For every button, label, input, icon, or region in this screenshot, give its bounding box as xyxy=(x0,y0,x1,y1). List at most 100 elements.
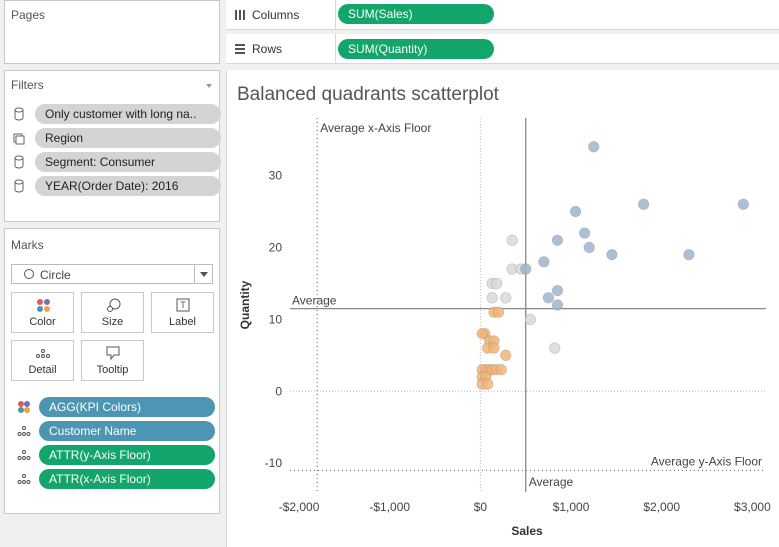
hierarchy-icon xyxy=(13,133,25,145)
data-point xyxy=(476,328,488,340)
columns-icon xyxy=(235,10,245,20)
data-point xyxy=(637,198,650,211)
rows-pill[interactable]: SUM(Quantity) xyxy=(338,39,494,59)
label-button-label: Label xyxy=(169,316,196,328)
data-point xyxy=(737,198,750,211)
data-point xyxy=(542,292,555,304)
label-icon: T xyxy=(176,298,190,312)
color-icon xyxy=(37,299,50,312)
columns-shelf[interactable]: Columns SUM(Sales) xyxy=(226,0,779,30)
filter-item[interactable]: YEAR(Order Date): 2016 xyxy=(11,175,221,197)
filter-pill[interactable]: YEAR(Order Date): 2016 xyxy=(35,176,221,196)
x-tick-label: -$2,000 xyxy=(279,500,320,514)
marks-field-row[interactable]: Customer Name xyxy=(11,421,215,441)
rows-icon xyxy=(235,44,245,54)
x-tick-label: -$1,000 xyxy=(369,500,410,514)
data-point xyxy=(583,241,595,254)
y-tick-label: 30 xyxy=(269,169,283,183)
detail-button[interactable]: Detail xyxy=(11,340,74,381)
data-point xyxy=(481,378,494,390)
filter-pill[interactable]: Region xyxy=(35,128,221,148)
filter-pill[interactable]: Segment: Consumer xyxy=(35,152,221,172)
data-point xyxy=(524,313,536,326)
data-point xyxy=(578,227,591,239)
data-point xyxy=(488,342,500,354)
detail-icon xyxy=(17,450,31,460)
rows-shelf[interactable]: Rows SUM(Quantity) xyxy=(226,34,779,64)
average-label-x: Average xyxy=(529,475,574,489)
marks-panel: Marks Circle Color Size T Label Detail T… xyxy=(4,228,220,514)
y-tick-label: 0 xyxy=(275,384,282,398)
mark-type-label: Circle xyxy=(40,268,71,282)
filters-title: Filters xyxy=(11,78,44,92)
svg-text:T: T xyxy=(180,300,186,310)
color-button-label: Color xyxy=(29,316,56,328)
tooltip-button-label: Tooltip xyxy=(96,364,129,376)
size-button[interactable]: Size xyxy=(81,292,144,333)
tooltip-button[interactable]: Tooltip xyxy=(81,340,144,381)
marks-field-pill[interactable]: Customer Name xyxy=(39,421,215,441)
filter-item[interactable]: Segment: Consumer xyxy=(11,151,221,173)
filters-menu-icon[interactable] xyxy=(206,84,212,88)
data-point xyxy=(492,306,505,318)
mark-type-dropdown[interactable]: Circle xyxy=(11,264,213,284)
data-point xyxy=(500,292,512,304)
database-icon xyxy=(14,107,24,121)
size-button-label: Size xyxy=(101,316,124,328)
x-tick-label: $3,000 xyxy=(734,500,771,514)
rows-label: Rows xyxy=(252,42,283,56)
x-axis-title: Sales xyxy=(511,524,543,538)
filters-panel: Filters Only customer with long na.. Reg… xyxy=(4,70,221,222)
data-point xyxy=(551,284,564,297)
x-tick-label: $1,000 xyxy=(553,500,590,514)
color-button[interactable]: Color xyxy=(11,292,74,333)
y-floor-label: Average y-Axis Floor xyxy=(651,454,762,468)
data-point xyxy=(551,299,564,311)
average-label-y: Average xyxy=(292,294,337,308)
marks-field-pill[interactable]: AGG(KPI Colors) xyxy=(39,397,215,417)
chart-title: Balanced quadrants scatterplot xyxy=(237,84,499,105)
size-icon xyxy=(107,298,121,312)
data-point xyxy=(520,263,532,275)
y-tick-label: 20 xyxy=(269,240,283,254)
y-axis-title: Quantity xyxy=(238,280,252,329)
marks-field-pill[interactable]: ATTR(x-Axis Floor) xyxy=(39,469,215,489)
circle-icon xyxy=(24,269,34,279)
data-point xyxy=(569,205,582,218)
data-point xyxy=(495,364,507,376)
shelf-divider xyxy=(335,0,336,30)
filter-pill[interactable]: Only customer with long na.. xyxy=(35,104,221,124)
shelf-divider xyxy=(335,34,336,64)
filter-item[interactable]: Only customer with long na.. xyxy=(11,103,221,125)
detail-icon xyxy=(36,349,50,358)
filter-item[interactable]: Region xyxy=(11,127,221,149)
data-point xyxy=(606,248,618,261)
marks-field-pill[interactable]: ATTR(y-Axis Floor) xyxy=(39,445,215,465)
y-tick-label: 10 xyxy=(269,312,283,326)
data-point xyxy=(500,349,512,362)
marks-title: Marks xyxy=(11,238,44,252)
color-dots-icon xyxy=(18,401,30,413)
data-point xyxy=(683,248,695,261)
label-button[interactable]: T Label xyxy=(151,292,214,333)
x-tick-label: $0 xyxy=(474,500,488,514)
marks-field-row[interactable]: AGG(KPI Colors) xyxy=(11,397,215,417)
columns-pill[interactable]: SUM(Sales) xyxy=(338,4,494,24)
data-point xyxy=(588,141,600,153)
data-point xyxy=(486,292,498,304)
data-point xyxy=(491,277,503,290)
marks-field-row[interactable]: ATTR(x-Axis Floor) xyxy=(11,469,215,489)
data-point xyxy=(506,234,518,246)
database-icon xyxy=(14,155,24,169)
detail-icon xyxy=(17,426,31,436)
data-point xyxy=(551,234,564,246)
x-tick-label: $2,000 xyxy=(643,500,680,514)
chevron-down-icon[interactable] xyxy=(194,265,212,283)
y-tick-label: -10 xyxy=(265,456,283,470)
detail-icon xyxy=(17,474,31,484)
detail-button-label: Detail xyxy=(28,364,57,376)
columns-label: Columns xyxy=(252,8,300,22)
tooltip-icon xyxy=(106,346,120,361)
marks-field-row[interactable]: ATTR(y-Axis Floor) xyxy=(11,445,215,465)
